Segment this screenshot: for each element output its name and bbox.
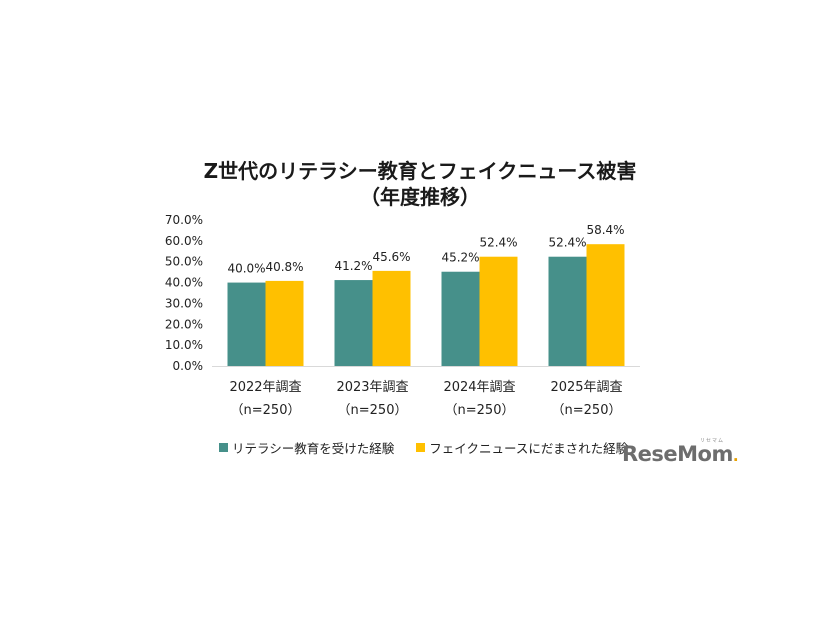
legend-label-fake-news: フェイクニュースにだまされた経験 [429,441,629,456]
chart-title: Z世代のリテラシー教育とフェイクニュース被害 （年度推移） [150,158,690,210]
bar [548,256,587,366]
x-tick-label: 2024年調査 [443,380,515,395]
data-label: 45.2% [441,251,479,265]
bar [265,280,304,366]
x-tick-sublabel: （n=250） [552,403,622,418]
data-label: 40.8% [265,260,303,274]
x-tick-label: 2025年調査 [550,380,622,395]
data-label: 40.0% [227,262,265,276]
legend-label-literacy: リテラシー教育を受けた経験 [232,441,395,456]
y-tick-label: 30.0% [165,296,203,310]
legend-item-literacy: リテラシー教育を受けた経験 [219,438,394,457]
data-label: 41.2% [334,259,372,273]
bar [227,282,266,366]
y-tick-label: 70.0% [165,213,203,227]
legend-item-fake-news: フェイクニュースにだまされた経験 [416,438,628,457]
legend-swatch-literacy [219,443,228,452]
y-tick-label: 60.0% [165,234,203,248]
bar [586,244,625,366]
x-tick-label: 2022年調査 [229,380,301,395]
data-label: 58.4% [586,223,624,237]
bar [334,280,373,366]
logo-subtext: リセマム [700,438,725,444]
bar [479,256,518,366]
resemom-logo: ReseMom. [622,442,739,466]
x-tick-sublabel: （n=250） [445,403,515,418]
bar [441,271,480,366]
bar [372,270,411,366]
logo-dot: . [732,447,739,465]
data-label: 52.4% [548,236,586,250]
chart-title-line-2: （年度推移） [360,185,480,209]
y-tick-label: 10.0% [165,338,203,352]
x-tick-sublabel: （n=250） [338,403,408,418]
legend-swatch-fake-news [416,443,426,452]
y-tick-label: 40.0% [165,276,203,290]
logo-text: ReseMom [622,442,733,466]
chart-title-line-1: Z世代のリテラシー教育とフェイクニュース被害 [203,159,637,183]
data-label: 52.4% [479,236,517,250]
y-tick-label: 0.0% [173,359,204,373]
y-tick-label: 50.0% [165,255,203,269]
x-tick-label: 2023年調査 [336,380,408,395]
y-tick-label: 20.0% [165,317,203,331]
legend: リテラシー教育を受けた経験 フェイクニュースにだまされた経験 [219,438,628,457]
x-tick-sublabel: （n=250） [231,403,301,418]
data-label: 45.6% [372,250,410,264]
